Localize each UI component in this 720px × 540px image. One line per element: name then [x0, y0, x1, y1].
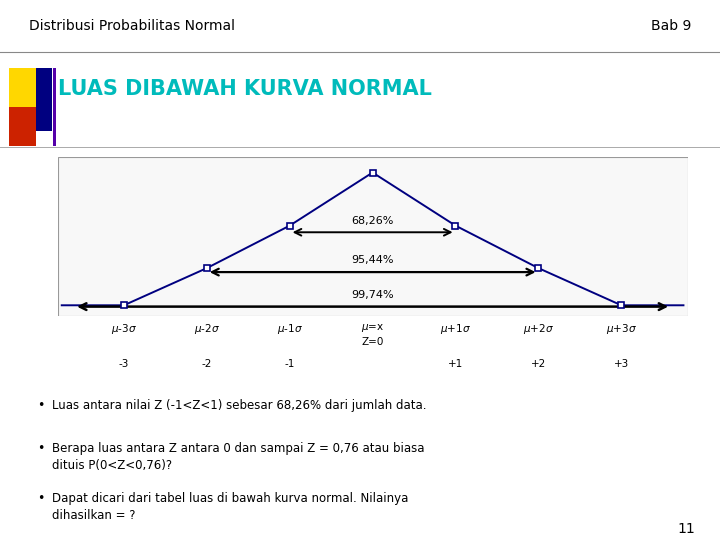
- Text: •: •: [37, 442, 45, 455]
- Text: LUAS DIBAWAH KURVA NORMAL: LUAS DIBAWAH KURVA NORMAL: [58, 79, 431, 99]
- Text: Luas antara nilai Z (-1<Z<1) sebesar 68,26% dari jumlah data.: Luas antara nilai Z (-1<Z<1) sebesar 68,…: [53, 399, 427, 413]
- Text: -3: -3: [119, 360, 129, 369]
- Text: $\mu$-2$\sigma$: $\mu$-2$\sigma$: [194, 322, 220, 336]
- Text: $\mu$+2$\sigma$: $\mu$+2$\sigma$: [523, 322, 554, 336]
- Text: •: •: [37, 399, 45, 413]
- Text: 95,44%: 95,44%: [351, 255, 394, 266]
- FancyBboxPatch shape: [58, 157, 688, 316]
- Text: $\mu$+3$\sigma$: $\mu$+3$\sigma$: [606, 322, 636, 336]
- Text: •: •: [37, 492, 45, 505]
- Text: $\mu$-3$\sigma$: $\mu$-3$\sigma$: [111, 322, 137, 336]
- Text: Distribusi Probabilitas Normal: Distribusi Probabilitas Normal: [29, 19, 235, 33]
- Text: Berapa luas antara Z antara 0 dan sampai Z = 0,76 atau biasa
dituis P(0<Z<0,76)?: Berapa luas antara Z antara 0 dan sampai…: [53, 442, 425, 472]
- Text: Bab 9: Bab 9: [651, 19, 691, 33]
- Text: $\mu$+1$\sigma$: $\mu$+1$\sigma$: [440, 322, 471, 336]
- Text: Dapat dicari dari tabel luas di bawah kurva normal. Nilainya
dihasilkan = ?: Dapat dicari dari tabel luas di bawah ku…: [53, 492, 409, 522]
- Text: 99,74%: 99,74%: [351, 290, 394, 300]
- Text: $\mu$=x
Z=0: $\mu$=x Z=0: [361, 322, 384, 347]
- Text: 11: 11: [677, 522, 695, 536]
- Text: -2: -2: [202, 360, 212, 369]
- Text: $\mu$-1$\sigma$: $\mu$-1$\sigma$: [276, 322, 302, 336]
- Text: +2: +2: [531, 360, 546, 369]
- Text: -1: -1: [284, 360, 295, 369]
- Text: 68,26%: 68,26%: [351, 215, 394, 226]
- Text: +3: +3: [613, 360, 629, 369]
- Text: +1: +1: [448, 360, 463, 369]
